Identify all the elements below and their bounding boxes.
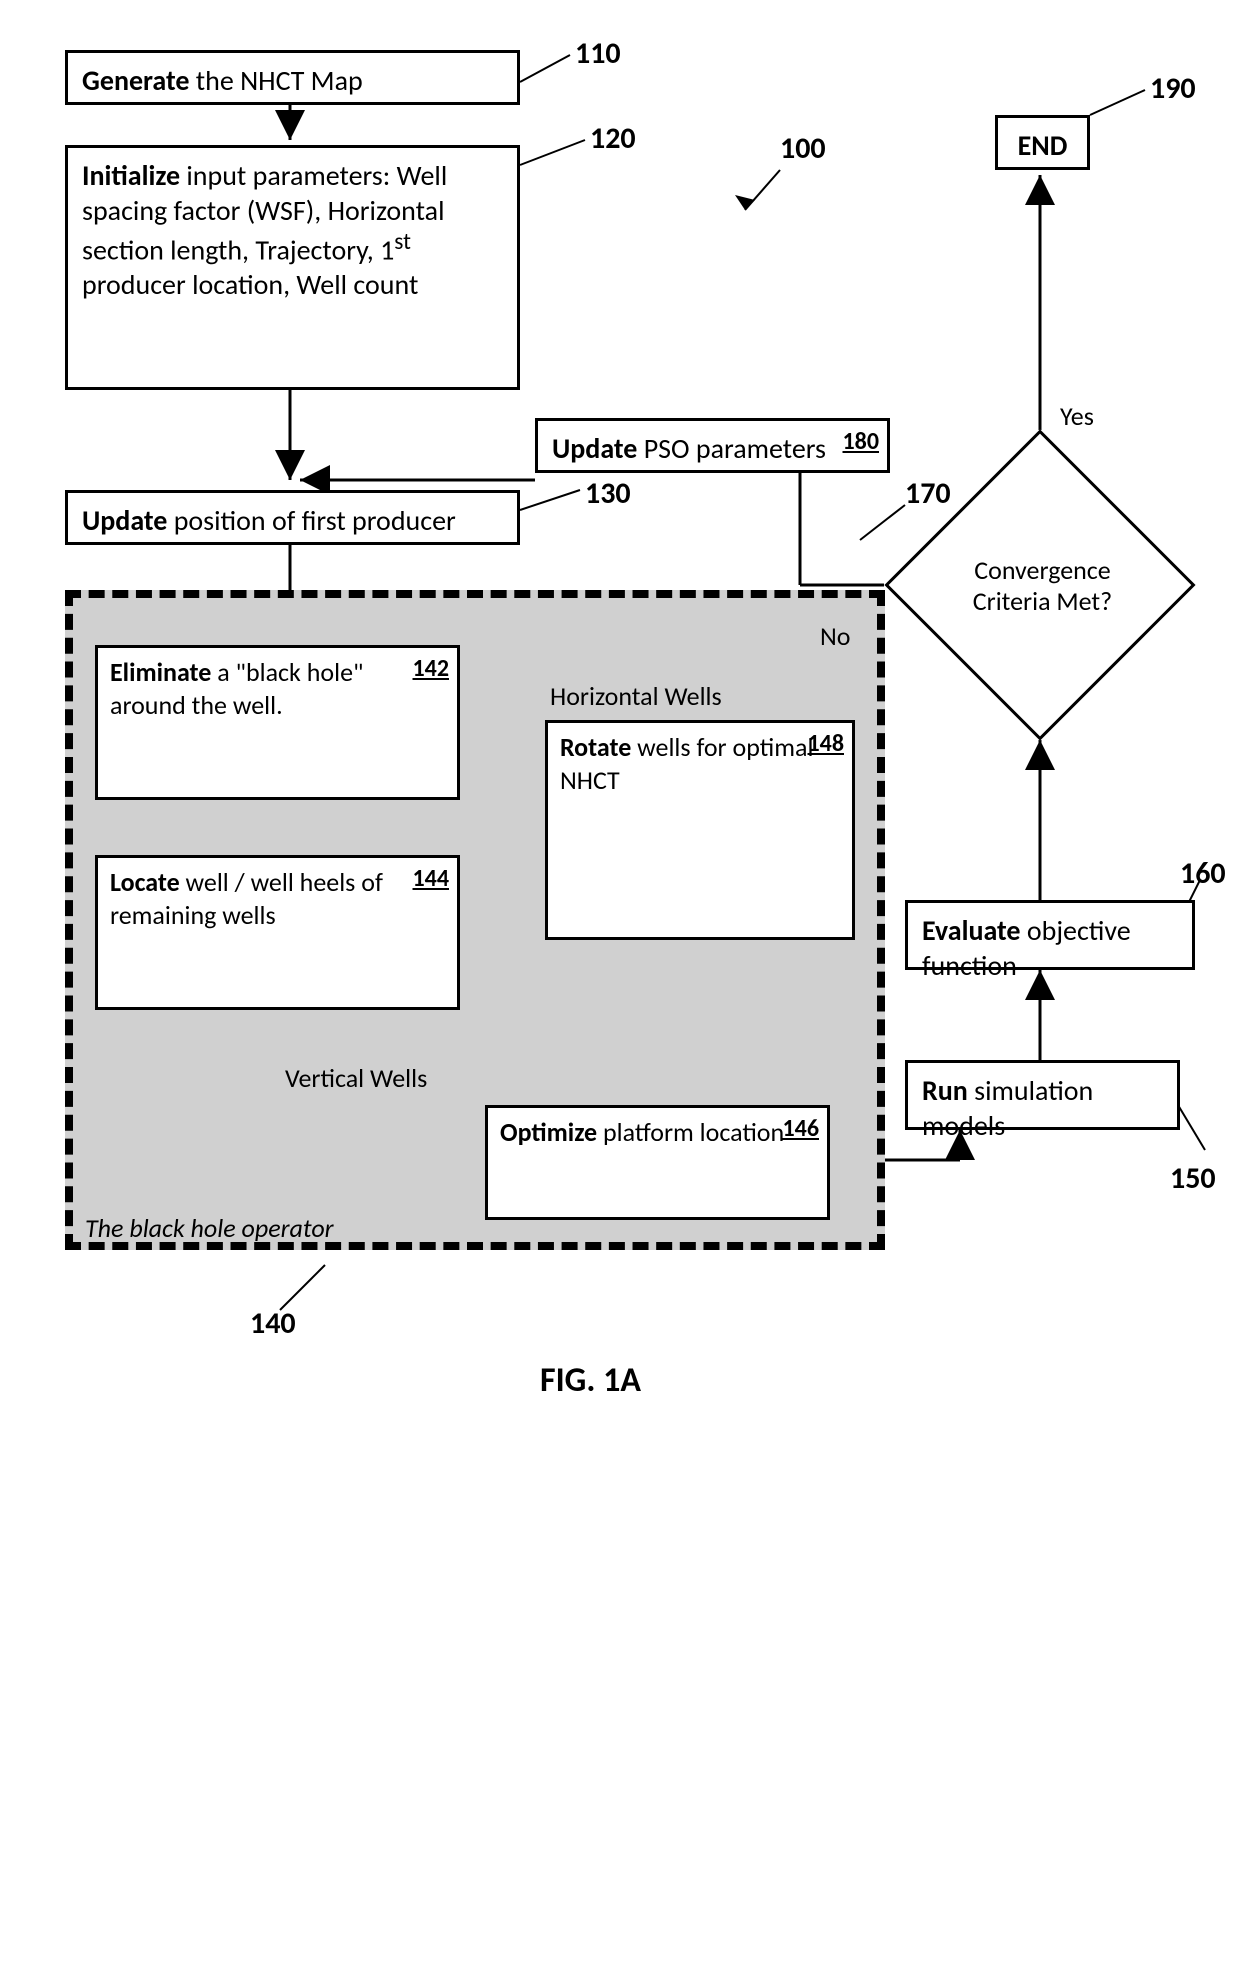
ref-160: 160 xyxy=(1180,855,1226,892)
node-170-line2: Criteria Met? xyxy=(973,585,1112,617)
node-170-line1: Convergence xyxy=(974,554,1111,586)
node-150-bold: Run xyxy=(922,1073,968,1108)
node-170-text: Convergence Criteria Met? xyxy=(960,555,1125,617)
node-110-generate: Generate the NHCT Map xyxy=(65,50,520,105)
node-150-run: Run simulation models xyxy=(905,1060,1180,1130)
node-190-text: END xyxy=(1018,128,1068,163)
ref-150: 150 xyxy=(1170,1160,1216,1197)
node-130-bold: Update xyxy=(82,503,167,538)
ref-120: 120 xyxy=(590,120,636,157)
node-130-update-position: Update position of first producer xyxy=(65,490,520,545)
ref-190: 190 xyxy=(1150,70,1196,107)
ref-100: 100 xyxy=(780,130,826,167)
node-190-end: END xyxy=(995,115,1090,170)
ref-142: 142 xyxy=(413,654,450,684)
ref-170: 170 xyxy=(905,475,951,512)
node-130-text: position of first producer xyxy=(167,503,455,538)
figure-caption: FIG. 1A xyxy=(540,1360,641,1401)
ref-180: 180 xyxy=(843,427,880,457)
node-148-bold: Rotate xyxy=(560,731,631,763)
node-180-text: PSO parameters xyxy=(637,431,826,466)
node-142-eliminate: Eliminate a "black hole" around the well… xyxy=(95,645,460,800)
node-180-bold: Update xyxy=(552,431,637,466)
node-148-rotate: Rotate wells for optimal NHCT 148 xyxy=(545,720,855,940)
node-120-text2: producer location, Well count xyxy=(82,267,418,302)
node-146-optimize: Optimize platform location 146 xyxy=(485,1105,830,1220)
node-160-bold: Evaluate xyxy=(922,913,1021,948)
label-yes: Yes xyxy=(1060,400,1094,432)
ref-148: 148 xyxy=(808,729,845,759)
node-110-bold: Generate xyxy=(82,63,189,98)
node-120-bold: Initialize xyxy=(82,158,180,193)
node-144-bold: Locate xyxy=(110,866,180,898)
operator-label: The black hole operator xyxy=(85,1212,334,1244)
label-vertical-wells: Vertical Wells xyxy=(285,1062,427,1094)
ref-140: 140 xyxy=(250,1305,296,1342)
ref-144: 144 xyxy=(413,864,450,894)
node-146-text: platform location xyxy=(597,1116,784,1148)
node-110-text: the NHCT Map xyxy=(189,63,362,98)
node-144-locate: Locate well / well heels of remaining we… xyxy=(95,855,460,1010)
node-160-evaluate: Evaluate objective function xyxy=(905,900,1195,970)
node-142-bold: Eliminate xyxy=(110,656,211,688)
node-120-sup: st xyxy=(394,228,411,256)
node-146-bold: Optimize xyxy=(500,1116,597,1148)
node-180-update-pso: Update PSO parameters 180 xyxy=(535,418,890,473)
ref-146: 146 xyxy=(783,1114,820,1144)
label-no: No xyxy=(820,620,851,652)
label-horizontal-wells: Horizontal Wells xyxy=(550,680,722,712)
ref-130: 130 xyxy=(585,475,631,512)
node-120-initialize: Initialize input parameters: Well spacin… xyxy=(65,145,520,390)
ref-110: 110 xyxy=(575,35,621,72)
